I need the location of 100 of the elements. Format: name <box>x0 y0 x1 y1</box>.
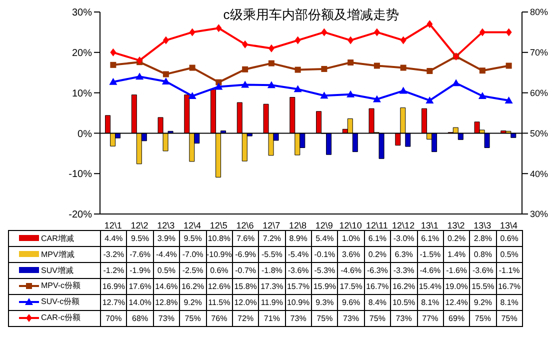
data-label: 11.9% <box>258 294 286 310</box>
x-tick-label: 13\2 <box>447 220 465 230</box>
data-label: 19.0% <box>443 278 470 294</box>
data-label: 0.5% <box>153 262 180 278</box>
data-label: 15.5% <box>470 278 496 294</box>
y-tick-label: 10% <box>72 88 92 100</box>
y-tick-label: -20% <box>68 210 92 221</box>
x-tick-label: 12\1 <box>104 220 122 230</box>
data-label: 0.6% <box>496 230 522 246</box>
data-label: 6.3% <box>390 246 417 262</box>
data-label: 16.2% <box>180 278 206 294</box>
data-label: 3.6% <box>338 246 364 262</box>
data-label: -7.0% <box>180 246 206 262</box>
data-label: 75% <box>364 310 391 326</box>
data-label: 75% <box>180 310 206 326</box>
data-label: 69% <box>443 310 470 326</box>
data-label: -5.5% <box>258 246 286 262</box>
y-tick-label: -10% <box>68 169 92 180</box>
x-tick-label: 12\4 <box>184 220 202 230</box>
data-label: -5.3% <box>312 262 338 278</box>
data-label: 9.6% <box>338 294 364 310</box>
data-label: 75% <box>470 310 496 326</box>
x-tick-label: 12\7 <box>262 220 280 230</box>
x-tick-label: 12\2 <box>130 220 148 230</box>
data-label: 2.8% <box>470 230 496 246</box>
data-label: 8.4% <box>364 294 391 310</box>
data-label: -10.9% <box>206 246 232 262</box>
x-tick-label: 12\8 <box>289 220 307 230</box>
data-label: 8.1% <box>417 294 444 310</box>
data-label: -1.8% <box>258 262 286 278</box>
data-label: 75% <box>496 310 522 326</box>
data-label: 17.3% <box>258 278 286 294</box>
data-label: 10.9% <box>285 294 312 310</box>
data-label: 0.6% <box>206 262 232 278</box>
x-tick-label: 13\4 <box>500 220 518 230</box>
data-label: -6.9% <box>232 246 259 262</box>
data-label: 5.4% <box>312 230 338 246</box>
x-tick-label: 13\3 <box>474 220 492 230</box>
y-tick-label: 20% <box>72 48 92 59</box>
data-label: 9.5% <box>180 230 206 246</box>
y2-tick-label: 80% <box>530 7 548 18</box>
x-tick-label: 12\5 <box>210 220 228 230</box>
data-label: -6.3% <box>364 262 391 278</box>
y-tick-label: 0% <box>78 128 92 140</box>
data-label: -3.6% <box>285 262 312 278</box>
data-label: 73% <box>153 310 180 326</box>
data-label: -3.6% <box>470 262 496 278</box>
data-label: 77% <box>417 310 444 326</box>
chart-title: c级乘用车内部份额及增减走势 <box>222 6 400 24</box>
data-label: 14.6% <box>153 278 180 294</box>
data-label: 16.7% <box>364 278 391 294</box>
data-label: 12.0% <box>232 294 259 310</box>
data-label: 15.7% <box>285 278 312 294</box>
data-label: 1.4% <box>443 246 470 262</box>
data-label: 0.5% <box>496 246 522 262</box>
data-label: 10.5% <box>390 294 417 310</box>
data-label: 6.1% <box>364 230 391 246</box>
data-label: 0.2% <box>443 230 470 246</box>
data-label: -4.4% <box>153 246 180 262</box>
data-label: 9.3% <box>312 294 338 310</box>
y2-tick-label: 60% <box>530 88 548 98</box>
data-label: 15.8% <box>232 278 259 294</box>
data-label: 71% <box>258 310 286 326</box>
data-label: -3.3% <box>390 262 417 278</box>
y-tick-label: 30% <box>72 8 92 19</box>
data-label: 76% <box>206 310 232 326</box>
data-label: 8.1% <box>496 294 522 310</box>
data-label: 0.8% <box>470 246 496 262</box>
data-label: -4.6% <box>338 262 364 278</box>
data-label: 10.8% <box>206 230 232 246</box>
data-label: 9.2% <box>470 294 496 310</box>
data-label: 4.4% <box>100 230 127 246</box>
data-label: 12.8% <box>153 294 180 310</box>
data-label: 16.2% <box>390 278 417 294</box>
legend-label: CAR增减 <box>41 232 74 244</box>
data-label: -1.2% <box>100 262 127 278</box>
data-label: 75% <box>312 310 338 326</box>
legend-label: SUV-c份额 <box>41 296 80 308</box>
data-label: -1.9% <box>126 262 154 278</box>
data-label: 11.5% <box>206 294 232 310</box>
data-label: 70% <box>100 310 127 326</box>
data-label: -3.0% <box>390 230 417 246</box>
data-label: 1.0% <box>338 230 364 246</box>
data-label: 3.9% <box>153 230 180 246</box>
data-label: -4.6% <box>417 262 444 278</box>
legend-label: CAR-c份额 <box>41 312 81 324</box>
x-tick-label: 12\12 <box>392 220 415 230</box>
data-label: 12.4% <box>443 294 470 310</box>
y2-tick-label: 50% <box>530 128 548 138</box>
x-tick-label: 12\11 <box>366 220 388 230</box>
data-label: 68% <box>126 310 154 326</box>
data-label: 17.6% <box>126 278 154 294</box>
data-label: -1.6% <box>443 262 470 278</box>
data-label: -5.4% <box>285 246 312 262</box>
data-label: -1.5% <box>417 246 444 262</box>
data-label: 72% <box>232 310 259 326</box>
data-label: 16.9% <box>100 278 127 294</box>
legend-label: MPV增减 <box>41 248 74 260</box>
data-label: 12.7% <box>100 294 127 310</box>
data-label: 73% <box>285 310 312 326</box>
